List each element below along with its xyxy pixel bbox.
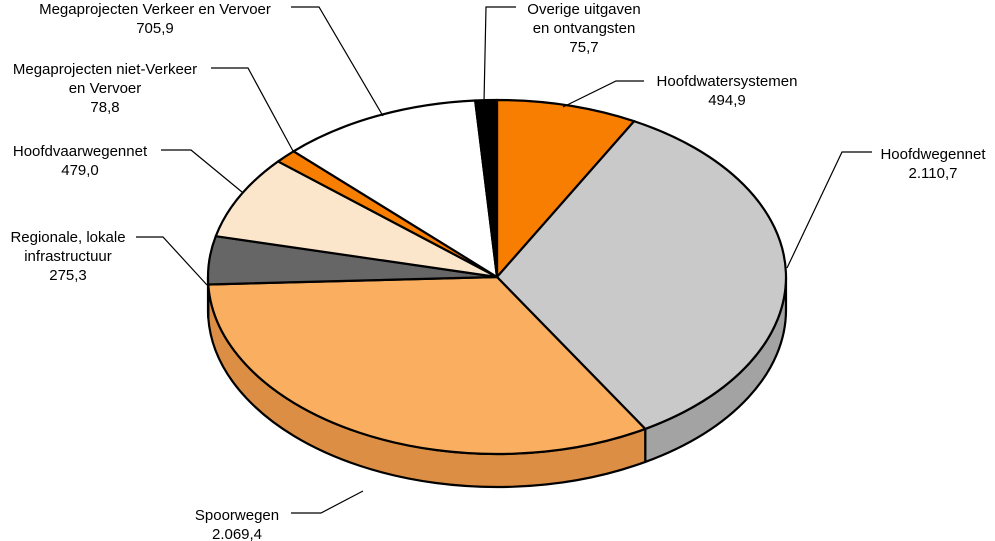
slice-name-hoofdwatersystemen: Hoofdwatersystemen xyxy=(656,73,798,90)
slice-name-megaprojecten-verkeer-en-vervoer: Megaprojecten Verkeer en Vervoer xyxy=(39,1,271,18)
slice-name-spoorwegen: Spoorwegen xyxy=(194,507,280,524)
pie-slice-overige-uitgaven-en-ontvangsten xyxy=(474,98,499,279)
slice-value-hoofdvaarwegennet: 479,0 xyxy=(61,162,99,179)
pie-slice-hoofdwegennet xyxy=(495,120,788,431)
slice-label-hoofdwatersystemen: Hoofdwatersystemen 494,9 xyxy=(657,72,798,110)
slice-name-megaprojecten-niet-verkeer-en-vervoer: en Vervoer xyxy=(68,80,142,97)
slice-label-hoofdwegennet: Hoofdwegennet 2.110,7 xyxy=(880,145,985,183)
slice-name-regionale-lokale-infrastructuur: Regionale, lokale xyxy=(10,229,126,246)
slice-value-megaprojecten-verkeer-en-vervoer: 705,9 xyxy=(136,20,174,37)
pie-slice-spoorwegen xyxy=(207,275,647,456)
leader-lines-layer xyxy=(136,6,872,514)
slice-value-overige-uitgaven-en-ontvangsten: 75,7 xyxy=(569,39,599,56)
leader-line-megaprojecten-niet-verkeer-en-vervoer xyxy=(211,67,294,152)
leader-line-hoofdwatersystemen xyxy=(562,80,644,108)
slice-label-regionale-lokale-infrastructuur: Regionale, lokale infrastructuur 275,3 xyxy=(10,228,125,285)
pie-top-faces-layer xyxy=(206,98,788,456)
slice-label-spoorwegen: Spoorwegen 2.069,4 xyxy=(195,506,279,541)
slice-value-spoorwegen: 2.069,4 xyxy=(211,526,263,541)
leader-line-spoorwegen xyxy=(291,490,364,514)
slice-value-hoofdwatersystemen: 494,9 xyxy=(708,92,746,109)
leader-line-hoofdvaarwegennet xyxy=(161,149,243,193)
leader-line-hoofdwegennet xyxy=(786,151,872,269)
leader-line-overige-uitgaven-en-ontvangsten xyxy=(483,6,516,103)
slice-name-hoofdvaarwegennet: Hoofdvaarwegennet xyxy=(12,143,148,160)
slice-label-overige-uitgaven-en-ontvangsten: Overige uitgaven en ontvangsten 75,7 xyxy=(527,0,640,57)
slice-value-regionale-lokale-infrastructuur: 275,3 xyxy=(49,267,87,284)
slice-value-hoofdwegennet: 2.110,7 xyxy=(908,165,958,182)
slice-label-megaprojecten-niet-verkeer-en-vervoer: Megaprojecten niet-Verkeer en Vervoer 78,8 xyxy=(13,60,197,117)
slice-value-megaprojecten-niet-verkeer-en-vervoer: 78,8 xyxy=(90,99,120,116)
pie-slice-hoofdvaarwegennet xyxy=(214,160,499,279)
slice-name-hoofdwegennet: Hoofdwegennet xyxy=(880,146,986,163)
leader-line-regionale-lokale-infrastructuur xyxy=(136,236,208,286)
slice-name-overige-uitgaven-en-ontvangsten: Overige uitgaven xyxy=(527,1,641,18)
slice-name-regionale-lokale-infrastructuur: infrastructuur xyxy=(24,248,112,265)
pie-slice-megaprojecten-verkeer-en-vervoer xyxy=(292,99,499,279)
leader-line-megaprojecten-verkeer-en-vervoer xyxy=(291,6,384,117)
slice-label-megaprojecten-verkeer-en-vervoer: Megaprojecten Verkeer en Vervoer 705,9 xyxy=(39,0,271,38)
slice-name-overige-uitgaven-en-ontvangsten: en ontvangsten xyxy=(532,20,636,37)
pie-slice-hoofdwatersystemen xyxy=(495,98,636,279)
slice-label-hoofdvaarwegennet: Hoofdvaarwegennet 479,0 xyxy=(13,142,147,180)
slice-name-megaprojecten-niet-verkeer-en-vervoer: Megaprojecten niet-Verkeer xyxy=(12,61,198,78)
